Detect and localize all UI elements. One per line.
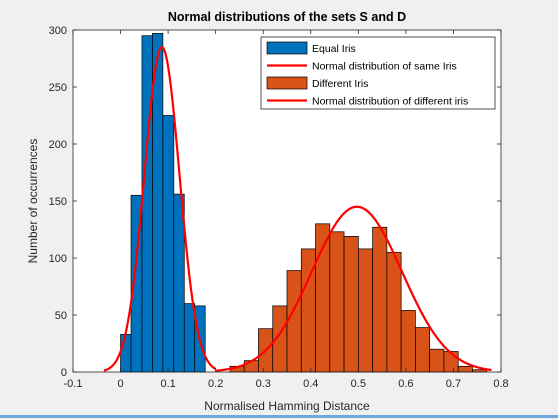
legend-label-0: Equal Iris (312, 43, 356, 55)
bars-layer (120, 33, 488, 373)
y-tick-label-0: 0 (61, 367, 67, 379)
legend-label-1: Normal distribution of same Iris (312, 61, 457, 73)
ticks-layer: -0.1 0 0.1 0.2 0.3 0.4 0.5 0.6 0.7 0.805010015020… (49, 25, 509, 390)
histogram-bar-2-16 (457, 365, 473, 373)
window-bottom-border (0, 415, 558, 418)
x-tick-label-1: 0 (117, 378, 123, 390)
x-tick-label-0: -0.1 (64, 378, 83, 390)
legend-label-3: Normal distribution of different iris (312, 96, 468, 108)
legend-swatch-2 (266, 76, 308, 90)
histogram-bar-2-11 (386, 251, 402, 373)
y-tick-label-6: 300 (49, 25, 67, 37)
histogram-bar-2-10 (372, 226, 388, 373)
x-tick-label-4: 0.3 (256, 378, 271, 390)
normal-curve-line-1 (103, 46, 217, 372)
histogram-bar-0-2 (141, 35, 153, 373)
x-tick-label-8: 0.7 (446, 378, 461, 390)
x-tick-label-2: 0.1 (160, 378, 175, 390)
y-tick-label-4: 200 (49, 139, 67, 151)
chart-title: Normal distributions of the sets S and D (168, 10, 406, 24)
legend-label-2: Different Iris (312, 78, 368, 90)
histogram-bar-0-0 (120, 334, 132, 373)
y-tick-label-3: 150 (49, 196, 67, 208)
legend: Equal Iris Normal distribution of same Ir… (260, 36, 496, 110)
histogram-bar-2-4 (286, 270, 302, 373)
histogram-bar-2-14 (429, 348, 445, 373)
normal-curve-line-3 (215, 205, 492, 372)
histogram-bar-0-6 (183, 303, 196, 373)
legend-swatch-0 (266, 41, 308, 55)
histogram-bar-2-13 (415, 327, 431, 373)
y-tick-label-1: 50 (55, 310, 67, 322)
x-tick-label-6: 0.5 (351, 378, 366, 390)
x-tick-label-3: 0.2 (208, 378, 223, 390)
y-tick-label-5: 250 (49, 82, 67, 94)
y-tick-label-2: 100 (49, 253, 67, 265)
y-axis-label: Number of occurrences (26, 139, 40, 264)
histogram-bar-2-7 (329, 231, 345, 373)
x-axis-label: Normalised Hamming Distance (204, 399, 370, 413)
histogram-bar-2-9 (357, 248, 373, 373)
histogram-bar-0-4 (162, 115, 175, 373)
histogram-bar-2-8 (343, 235, 359, 373)
x-tick-label-5: 0.4 (303, 378, 318, 390)
curves-layer (103, 46, 492, 372)
x-tick-label-9: 0.8 (493, 378, 508, 390)
histogram-bar-2-12 (400, 310, 416, 373)
x-tick-label-7: 0.6 (398, 378, 413, 390)
